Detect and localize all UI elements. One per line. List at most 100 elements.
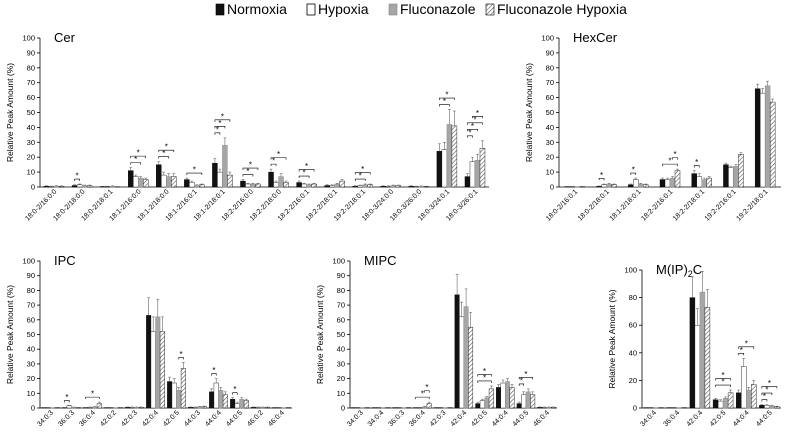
significance-star: * <box>359 172 362 181</box>
bar-hypoxia <box>521 394 527 409</box>
bar-hypoxia <box>76 184 83 188</box>
y-tick-label: 90 <box>27 48 35 57</box>
bar-fluconazole <box>334 183 340 188</box>
bar-fluconazole <box>722 398 729 409</box>
significance-star: * <box>483 367 486 376</box>
legend-swatch-normoxia <box>215 3 225 16</box>
significance-bracket <box>214 132 221 135</box>
x-tick-label: 44:0:5 <box>755 409 774 428</box>
significance-star: * <box>221 112 224 121</box>
significance-star: * <box>421 390 424 399</box>
bar-normoxia <box>128 170 134 188</box>
y-tick-label: 90 <box>546 48 554 57</box>
bar-hypoxia <box>728 167 734 188</box>
bar-hypoxia <box>48 186 55 188</box>
y-tick-label: 80 <box>27 63 35 72</box>
bar-fluconazole <box>306 184 312 188</box>
y-tick-label: 20 <box>27 374 35 383</box>
bar-normoxia <box>408 186 415 188</box>
bar-normoxia <box>125 407 131 409</box>
bar-fluconazole <box>733 165 739 188</box>
significance-star: * <box>425 383 428 392</box>
significance-bracket <box>354 178 366 182</box>
significance-star: * <box>722 378 725 387</box>
y-tick-label: 0 <box>633 404 637 413</box>
y-tick-label: 100 <box>541 34 554 43</box>
significance-bracket <box>214 126 226 129</box>
x-tick-label: 42:0:4 <box>141 409 160 428</box>
significance-bracket <box>130 155 147 159</box>
bar-fluconazole <box>746 389 752 409</box>
bar-fluconazole-hypoxia <box>255 183 261 188</box>
y-tick-label: 80 <box>629 293 637 302</box>
legend-label-normoxia: Normoxia <box>227 1 287 17</box>
bar-fluconazole <box>362 184 368 188</box>
bar-fluconazole-hypoxia <box>706 177 712 188</box>
bar-normoxia <box>464 176 471 188</box>
bar-hypoxia <box>601 184 607 188</box>
bar-hypoxia <box>741 366 747 409</box>
significance-star: * <box>76 172 79 181</box>
bar-normoxia <box>436 151 443 188</box>
bar-normoxia <box>43 186 50 188</box>
bar-normoxia <box>188 407 194 409</box>
y-tick-label: 70 <box>27 78 35 87</box>
significance-star: * <box>277 150 280 159</box>
x-tick-label: 19:2-2/18:0:1 <box>735 188 769 222</box>
significance-bracket <box>178 357 184 360</box>
legend-item-fluconazole: Fluconazole <box>388 1 476 17</box>
bar-fluconazole <box>176 390 182 409</box>
bar-hypoxia <box>717 400 724 409</box>
bar-fluconazole-hypoxia <box>86 185 93 188</box>
legend-item-fluconazole-hypoxia: Fluconazole Hypoxia <box>485 1 627 17</box>
x-tick-label: 34:0:3 <box>346 409 365 428</box>
y-tick-label: 60 <box>629 321 637 330</box>
bar-fluconazole-hypoxia <box>58 186 65 188</box>
bar-fluconazole <box>701 179 707 188</box>
x-tick-label: 44:0:4 <box>491 409 510 428</box>
bar-normoxia <box>712 399 719 409</box>
significance-star: * <box>218 119 221 128</box>
significance-bracket <box>630 172 637 176</box>
legend-label-fluconazole: Fluconazole <box>400 1 476 17</box>
significance-bracket <box>85 396 100 400</box>
bar-hypoxia <box>217 171 223 188</box>
significance-star: * <box>763 392 766 401</box>
y-tick-label: 60 <box>546 93 554 102</box>
significance-star: * <box>272 157 275 166</box>
bar-hypoxia <box>633 179 639 188</box>
bar-normoxia <box>156 164 162 188</box>
x-tick-label: 42:0:2 <box>99 409 118 428</box>
bar-fluconazole-hypoxia <box>171 176 177 188</box>
x-tick-label: 18:0-2/16:0:1 <box>545 188 579 222</box>
bar-normoxia <box>230 398 236 409</box>
significance-bracket <box>270 157 287 160</box>
bar-fluconazole <box>81 185 88 188</box>
bar-hypoxia <box>213 382 219 409</box>
significance-bracket <box>242 174 254 177</box>
y-tick-label: 90 <box>27 271 35 280</box>
bar-fluconazole-hypoxia <box>222 394 228 409</box>
bar-hypoxia <box>129 407 135 409</box>
significance-bracket <box>415 396 430 400</box>
y-tick-label: 80 <box>546 63 554 72</box>
y-tick-label: 30 <box>546 138 554 147</box>
bar-fluconazole-hypoxia <box>468 326 474 409</box>
y-tick-label: 80 <box>27 286 35 295</box>
bar-hypoxia <box>133 176 139 188</box>
y-tick-label: 20 <box>27 153 35 162</box>
bar-normoxia <box>736 392 742 409</box>
significance-bracket <box>715 384 731 388</box>
significance-star: * <box>768 379 771 388</box>
significance-bracket <box>518 383 524 386</box>
x-tick-label: 44:0:3 <box>183 409 202 428</box>
significance-star: * <box>303 169 306 178</box>
significance-star: * <box>65 393 68 402</box>
y-tick-label: 40 <box>546 123 554 132</box>
legend-item-normoxia: Normoxia <box>215 1 287 17</box>
x-tick-label: 46:0:2 <box>246 409 265 428</box>
y-tick-label: 50 <box>27 330 35 339</box>
bar-fluconazole-hypoxia <box>451 125 458 188</box>
bar-fluconazole <box>166 176 172 188</box>
significance-star: * <box>361 165 364 174</box>
